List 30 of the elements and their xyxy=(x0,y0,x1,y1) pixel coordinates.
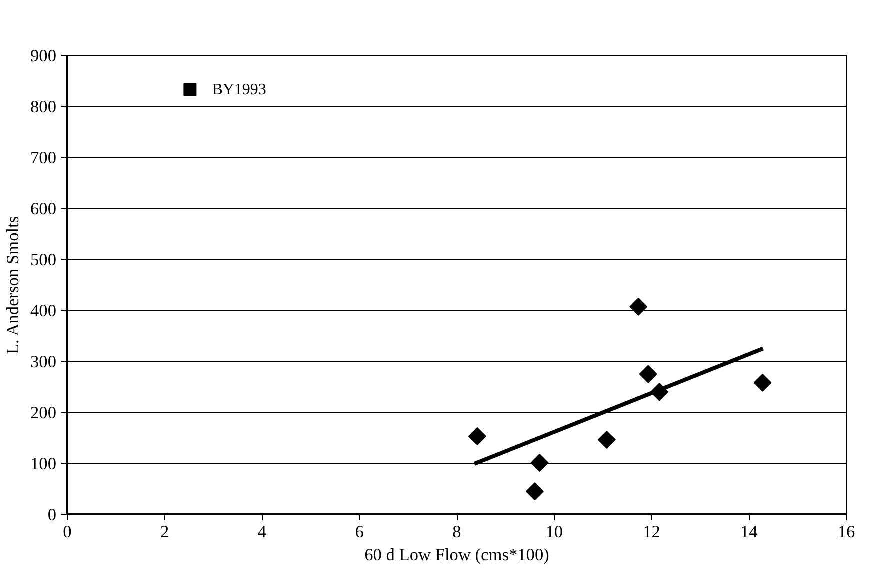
y-tick-label: 100 xyxy=(30,454,57,474)
y-tick-label: 300 xyxy=(30,352,57,372)
x-tick-label: 16 xyxy=(838,522,856,542)
y-tick-label: 700 xyxy=(30,148,57,168)
point xyxy=(184,83,197,96)
y-tick-label: 800 xyxy=(30,98,57,116)
point xyxy=(754,374,772,392)
point xyxy=(639,365,658,384)
x-tick-label: 8 xyxy=(452,522,462,542)
point xyxy=(598,431,616,450)
y-tick-label: 0 xyxy=(48,506,57,524)
x-tick-label: 12 xyxy=(643,522,660,542)
point xyxy=(630,298,648,316)
x-tick-label: 4 xyxy=(258,522,267,542)
y-tick-label: 900 xyxy=(30,46,57,66)
x-tick-label: 14 xyxy=(740,522,758,542)
x-tick-label: 6 xyxy=(355,522,364,542)
y-axis-title: L. Anderson Smolts xyxy=(4,216,23,355)
y-tick-label: 400 xyxy=(30,302,57,320)
point xyxy=(526,482,544,501)
point xyxy=(468,427,486,446)
series-label: BY1993 xyxy=(212,82,266,99)
y-tick-label: 500 xyxy=(30,250,57,270)
x-tick-label: 0 xyxy=(63,522,72,542)
y-tick-label: 200 xyxy=(30,404,57,422)
x-axis-title: 60 d Low Flow (cms*100) xyxy=(364,546,550,564)
x-tick-label: 10 xyxy=(546,522,564,542)
x-tick-label: 2 xyxy=(160,522,170,542)
y-tick-label: 600 xyxy=(30,200,57,218)
point xyxy=(530,454,549,472)
